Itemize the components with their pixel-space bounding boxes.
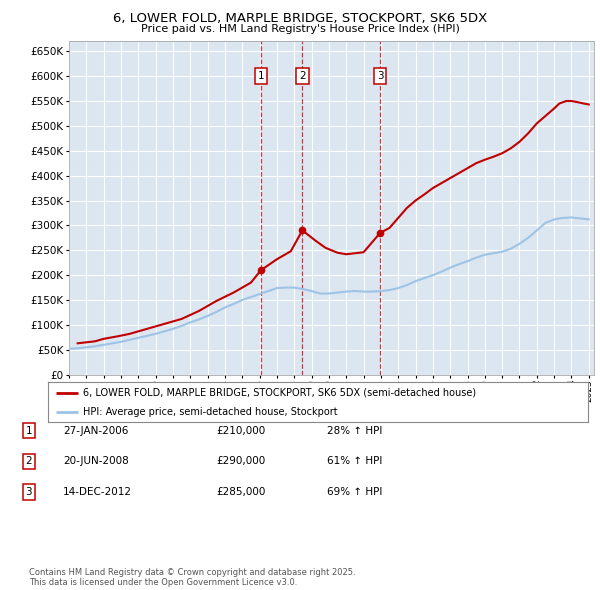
Text: 61% ↑ HPI: 61% ↑ HPI <box>327 457 382 466</box>
Text: £210,000: £210,000 <box>216 426 265 435</box>
Text: 3: 3 <box>377 71 383 81</box>
Text: 1: 1 <box>25 426 32 435</box>
Text: 14-DEC-2012: 14-DEC-2012 <box>63 487 132 497</box>
Text: 69% ↑ HPI: 69% ↑ HPI <box>327 487 382 497</box>
Text: HPI: Average price, semi-detached house, Stockport: HPI: Average price, semi-detached house,… <box>83 407 338 417</box>
Text: 28% ↑ HPI: 28% ↑ HPI <box>327 426 382 435</box>
Text: 2: 2 <box>25 457 32 466</box>
Text: 3: 3 <box>25 487 32 497</box>
Text: 1: 1 <box>257 71 264 81</box>
Text: 27-JAN-2006: 27-JAN-2006 <box>63 426 128 435</box>
Text: Price paid vs. HM Land Registry's House Price Index (HPI): Price paid vs. HM Land Registry's House … <box>140 24 460 34</box>
Text: £290,000: £290,000 <box>216 457 265 466</box>
Text: £285,000: £285,000 <box>216 487 265 497</box>
Text: Contains HM Land Registry data © Crown copyright and database right 2025.
This d: Contains HM Land Registry data © Crown c… <box>29 568 355 587</box>
Text: 6, LOWER FOLD, MARPLE BRIDGE, STOCKPORT, SK6 5DX (semi-detached house): 6, LOWER FOLD, MARPLE BRIDGE, STOCKPORT,… <box>83 388 476 398</box>
Text: 2: 2 <box>299 71 306 81</box>
Text: 6, LOWER FOLD, MARPLE BRIDGE, STOCKPORT, SK6 5DX: 6, LOWER FOLD, MARPLE BRIDGE, STOCKPORT,… <box>113 12 487 25</box>
Text: 20-JUN-2008: 20-JUN-2008 <box>63 457 129 466</box>
